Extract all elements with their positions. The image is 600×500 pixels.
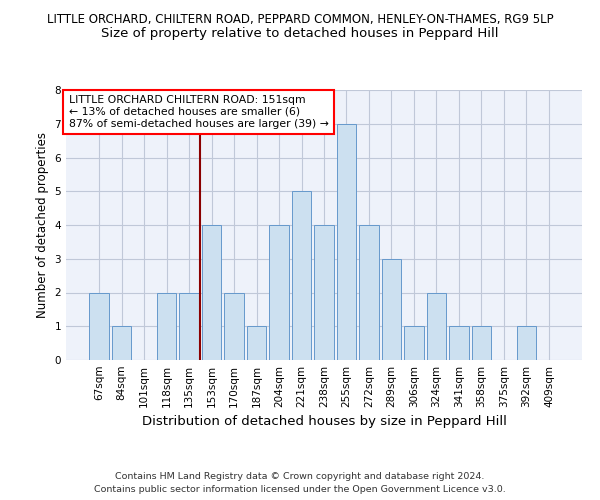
Text: LITTLE ORCHARD, CHILTERN ROAD, PEPPARD COMMON, HENLEY-ON-THAMES, RG9 5LP: LITTLE ORCHARD, CHILTERN ROAD, PEPPARD C…: [47, 12, 553, 26]
X-axis label: Distribution of detached houses by size in Peppard Hill: Distribution of detached houses by size …: [142, 416, 506, 428]
Bar: [427, 292, 446, 360]
Bar: [112, 326, 131, 360]
Bar: [202, 225, 221, 360]
Bar: [224, 292, 244, 360]
Bar: [382, 259, 401, 360]
Bar: [449, 326, 469, 360]
Bar: [404, 326, 424, 360]
Bar: [472, 326, 491, 360]
Bar: [517, 326, 536, 360]
Text: LITTLE ORCHARD CHILTERN ROAD: 151sqm
← 13% of detached houses are smaller (6)
87: LITTLE ORCHARD CHILTERN ROAD: 151sqm ← 1…: [68, 96, 328, 128]
Bar: [337, 124, 356, 360]
Text: Size of property relative to detached houses in Peppard Hill: Size of property relative to detached ho…: [101, 28, 499, 40]
Bar: [269, 225, 289, 360]
Bar: [89, 292, 109, 360]
Bar: [359, 225, 379, 360]
Text: Contains public sector information licensed under the Open Government Licence v3: Contains public sector information licen…: [94, 485, 506, 494]
Bar: [292, 191, 311, 360]
Bar: [179, 292, 199, 360]
Y-axis label: Number of detached properties: Number of detached properties: [36, 132, 49, 318]
Bar: [247, 326, 266, 360]
Bar: [314, 225, 334, 360]
Text: Contains HM Land Registry data © Crown copyright and database right 2024.: Contains HM Land Registry data © Crown c…: [115, 472, 485, 481]
Bar: [157, 292, 176, 360]
